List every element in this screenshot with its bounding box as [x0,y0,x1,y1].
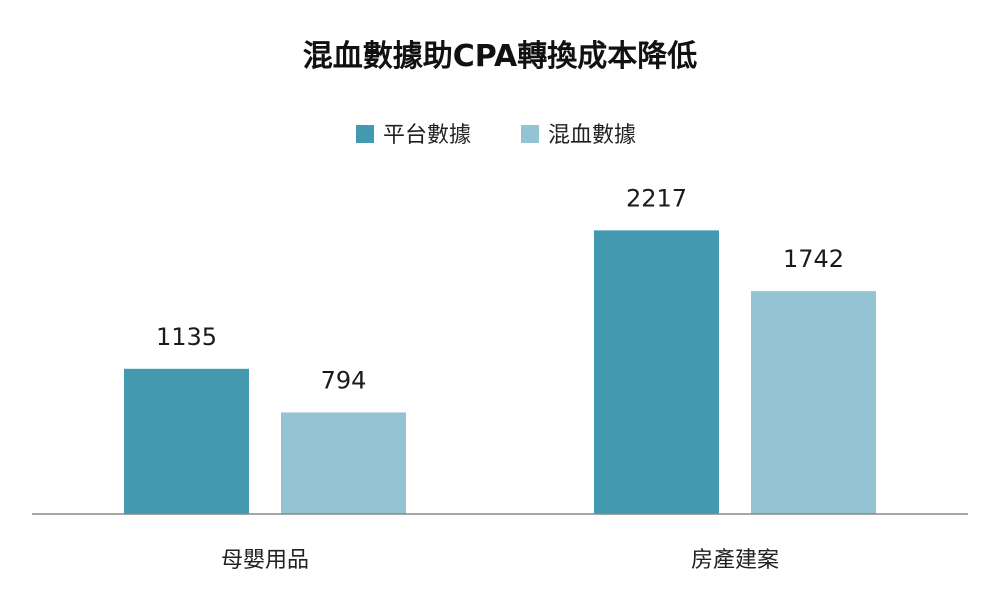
legend-swatch-platform [356,125,374,143]
category-label-baby-products: 母嬰用品 [221,548,309,573]
bar-baby-products-hybrid [281,412,406,514]
bars-group [124,230,876,514]
chart-legend: 平台數據 混血數據 [356,123,636,148]
legend-swatch-hybrid [521,125,539,143]
legend-label-platform: 平台數據 [383,123,471,148]
legend-label-hybrid: 混血數據 [548,123,636,148]
value-label-baby-products-platform: 1135 [156,323,217,351]
bar-real-estate-hybrid [751,291,876,514]
chart-title: 混血數據助CPA轉換成本降低 [303,39,697,74]
bar-baby-products-platform [124,368,249,514]
category-label-real-estate: 房產建案 [691,548,779,573]
value-labels-group: 1135 794 2217 1742 [156,184,844,394]
value-label-real-estate-hybrid: 1742 [783,245,844,273]
value-label-real-estate-platform: 2217 [626,184,687,212]
value-label-baby-products-hybrid: 794 [321,366,367,394]
bar-real-estate-platform [594,230,719,514]
